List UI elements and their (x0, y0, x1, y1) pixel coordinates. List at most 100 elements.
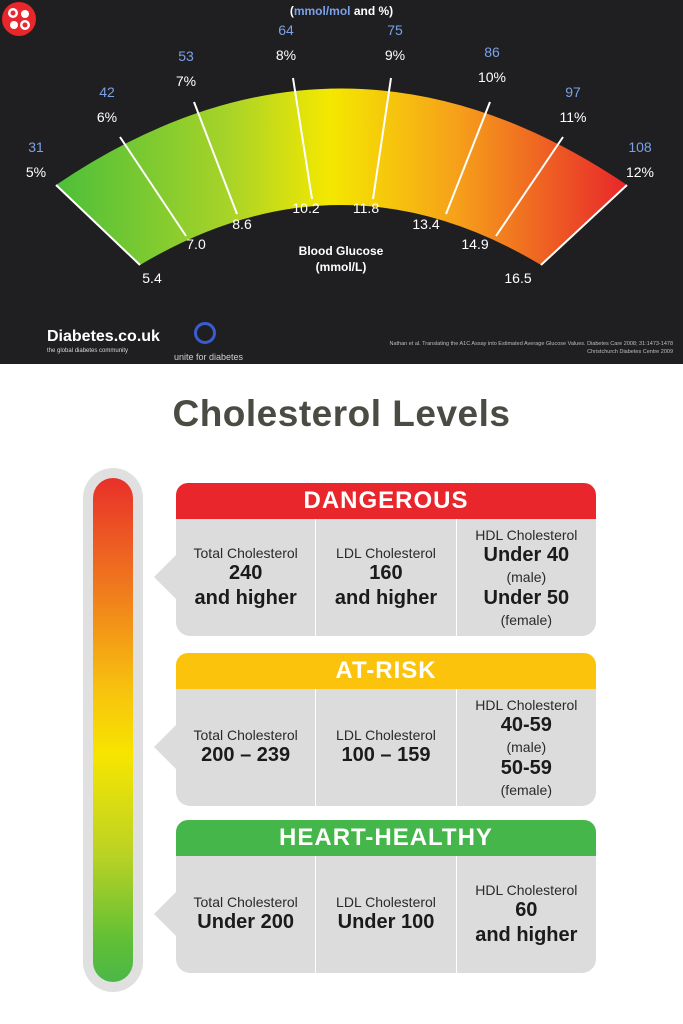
ldl-cholesterol-cell: LDL Cholesterol 160 and higher (315, 519, 455, 636)
level-at-risk: AT-RISK Total Cholesterol 200 – 239 LDL … (154, 653, 596, 806)
pointer-arrow (154, 725, 176, 769)
mmol-mol-label: 53 (178, 48, 194, 64)
glucose-label: 14.9 (461, 236, 488, 252)
total-value: 240 (228, 561, 263, 584)
level-at-risk-header: AT-RISK (176, 653, 596, 689)
brand-tagline: the global diabetes community (47, 348, 129, 354)
gauge-tick-line (55, 184, 141, 266)
percent-label: 12% (626, 164, 654, 180)
hdl-cholesterol-cell: HDL Cholesterol 40-59 (male) 50-59 (fema… (455, 689, 596, 806)
pointer-arrow (154, 892, 176, 936)
percent-label: 7% (176, 73, 196, 89)
gauge-ticks: 31 5% 5.4 42 6% 7.0 53 7% 8.6 64 8% 10.2 75 9% 11.8 86 1… (26, 22, 654, 286)
total-value: Under 200 (197, 911, 295, 933)
hdl-male-value: 40-59 (500, 713, 552, 736)
hdl-male-note: (male) (506, 568, 547, 585)
total-cholesterol-cell: Total Cholesterol Under 200 (176, 856, 315, 973)
ldl-cholesterol-cell: LDL Cholesterol Under 100 (315, 856, 455, 973)
glucose-label: 11.8 (353, 200, 379, 216)
glucose-label: 7.0 (186, 236, 206, 252)
glucose-label: 10.2 (292, 200, 319, 216)
level-at-risk-body: Total Cholesterol 200 – 239 LDL Choleste… (154, 689, 596, 806)
gauge-tick-line (495, 136, 564, 237)
gauge-tick-line (540, 184, 628, 266)
glucose-label: 8.6 (232, 216, 252, 232)
ldl-value: Under 100 (337, 911, 435, 933)
mmol-mol-label: 86 (484, 44, 500, 60)
units-mmol: mmol/mol (293, 4, 351, 18)
hdl-female-value: Under 50 (483, 586, 570, 609)
hdl-value-2: and higher (475, 923, 578, 946)
level-dangerous-header: DANGEROUS (176, 483, 596, 519)
ldl-label: LDL Cholesterol (336, 894, 436, 910)
pointer-arrow (154, 555, 176, 599)
gauge-units-title: (mmol/mol and %) (0, 4, 683, 18)
brand-name: Diabetes.co.uk (47, 328, 160, 345)
hdl-cholesterol-cell: HDL Cholesterol 60 and higher (455, 856, 596, 973)
hdl-label: HDL Cholesterol (475, 526, 578, 543)
mmol-mol-label: 31 (28, 139, 44, 155)
level-heart-healthy-body: Total Cholesterol Under 200 LDL Choleste… (154, 856, 596, 973)
mmol-mol-label: 42 (99, 84, 115, 100)
gauge-tick-line (445, 101, 491, 215)
hdl-female-note: (female) (500, 781, 552, 798)
paren: ( (289, 4, 294, 18)
unite-for-diabetes-text: unite for diabetes (174, 352, 244, 362)
gauge-tick-line (292, 77, 313, 200)
citation-line-1: Nathan et al. Translating the A1C Assay … (389, 341, 673, 347)
diabetes-logo-icon (2, 2, 36, 36)
glucose-label: 13.4 (412, 216, 439, 232)
gauge-tick-line (372, 77, 392, 200)
hdl-label: HDL Cholesterol (475, 881, 578, 898)
percent-label: 5% (26, 164, 46, 180)
level-dangerous: DANGEROUS Total Cholesterol 240 and high… (154, 483, 596, 636)
unite-circle-icon (194, 322, 216, 344)
gauge-arc (56, 88, 627, 265)
gauge-tick-line (119, 136, 187, 237)
total-value: 200 – 239 (201, 744, 291, 766)
level-dangerous-body: Total Cholesterol 240 and higher LDL Cho… (154, 519, 596, 636)
total-label: Total Cholesterol (193, 544, 298, 561)
gauge-tick-line (193, 101, 238, 215)
a1c-gauge-panel: (mmol/mol and %) 31 5% 5.4 42 6% 7.0 53 7% 8.6 64… (0, 0, 683, 364)
total-cholesterol-cell: Total Cholesterol 200 – 239 (176, 689, 315, 806)
percent-label: 8% (276, 47, 296, 63)
citation-line-2: Christchurch Diabetes Centre 2009 (587, 349, 673, 355)
glucose-label: 5.4 (142, 270, 162, 286)
mmol-mol-label: 97 (565, 84, 581, 100)
total-value-2: and higher (194, 586, 297, 609)
level-heart-healthy-header: HEART-HEALTHY (176, 820, 596, 856)
ldl-value-2: and higher (334, 586, 438, 609)
level-heart-healthy: HEART-HEALTHY Total Cholesterol Under 20… (154, 820, 596, 973)
hdl-female-value: 50-59 (500, 756, 552, 779)
hdl-label: HDL Cholesterol (475, 696, 578, 713)
hdl-value: 60 (515, 898, 538, 921)
hdl-male-note: (male) (506, 738, 547, 755)
ldl-cholesterol-cell: LDL Cholesterol 100 – 159 (315, 689, 455, 806)
total-cholesterol-cell: Total Cholesterol 240 and higher (176, 519, 315, 636)
units-rest: and %) (350, 4, 394, 18)
mmol-mol-label: 108 (628, 139, 652, 155)
percent-label: 9% (385, 47, 405, 63)
hdl-female-note: (female) (500, 611, 552, 628)
hdl-cholesterol-cell: HDL Cholesterol Under 40 (male) Under 50… (455, 519, 596, 636)
hdl-male-value: Under 40 (483, 543, 570, 566)
percent-label: 11% (560, 109, 587, 125)
total-label: Total Cholesterol (193, 894, 298, 910)
ldl-label: LDL Cholesterol (336, 544, 436, 561)
ldl-value: 100 – 159 (341, 744, 431, 766)
citation: Nathan et al. Translating the A1C Assay … (353, 340, 673, 356)
thermometer-gradient-bar (93, 478, 133, 982)
blood-glucose-unit: (mmol/L) (316, 260, 367, 274)
glucose-label: 16.5 (504, 270, 531, 286)
gauge-arc-graphic: 31 5% 5.4 42 6% 7.0 53 7% 8.6 64 8% 10.2 75 9% 11.8 86 1… (26, 22, 654, 286)
mmol-mol-label: 64 (278, 22, 294, 38)
mmol-mol-label: 75 (387, 22, 403, 38)
ldl-label: LDL Cholesterol (336, 727, 436, 743)
total-label: Total Cholesterol (193, 727, 298, 743)
blood-glucose-label: Blood Glucose (299, 244, 384, 258)
ldl-value: 160 (369, 561, 403, 584)
cholesterol-title: Cholesterol Levels (172, 393, 511, 434)
percent-label: 6% (97, 109, 117, 125)
percent-label: 10% (478, 69, 506, 85)
